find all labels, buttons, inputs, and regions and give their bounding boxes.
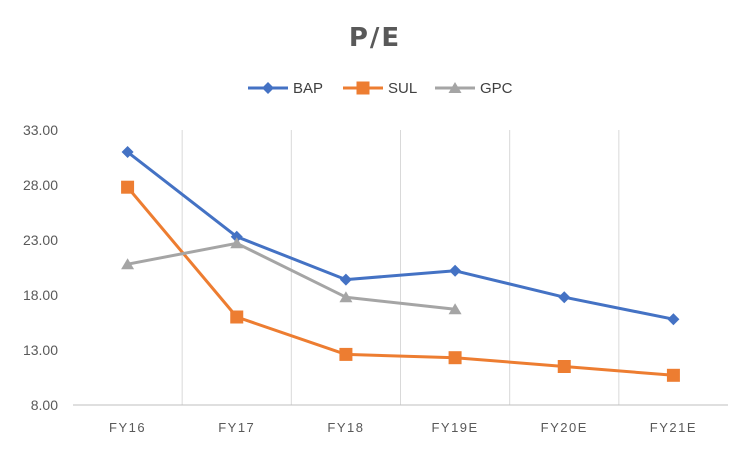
- series-line: [126, 186, 674, 377]
- gridlines: [181, 130, 620, 405]
- legend-label: GPC: [480, 80, 513, 97]
- data-point: [339, 273, 352, 286]
- data-point: [121, 180, 135, 194]
- x-tick-label: FY18: [327, 420, 364, 435]
- data-point: [230, 230, 243, 243]
- series-gpc: [121, 237, 462, 315]
- y-tick-label: 13.00: [23, 342, 58, 358]
- legend-marker: [262, 82, 274, 94]
- data-point: [666, 368, 680, 382]
- data-point: [448, 351, 462, 365]
- data-point: [667, 313, 680, 326]
- data-point: [558, 291, 571, 304]
- legend-item-sul: SUL: [343, 80, 417, 97]
- data-point: [230, 237, 244, 249]
- series-line: [126, 150, 674, 321]
- x-tick-label: FY16: [109, 420, 146, 435]
- x-tick-label: FY19E: [431, 420, 478, 435]
- y-tick-label: 18.00: [23, 287, 58, 303]
- data-point: [449, 264, 462, 277]
- data-point: [121, 146, 134, 158]
- x-tick-label: FY21E: [650, 420, 697, 435]
- x-tick-label: FY20E: [541, 420, 588, 435]
- data-point: [339, 291, 353, 303]
- y-tick-label: 33.00: [23, 122, 58, 138]
- y-tick-label: 23.00: [23, 232, 58, 248]
- data-point: [557, 360, 571, 373]
- legend: BAP SUL GPC: [248, 80, 513, 97]
- series-group: [121, 146, 680, 382]
- legend-item-gpc: GPC: [435, 80, 513, 97]
- legend-item-bap: BAP: [248, 80, 323, 97]
- x-tick-label: FY17: [218, 420, 255, 435]
- legend-marker: [356, 81, 370, 95]
- y-tick-label: 28.00: [23, 177, 58, 193]
- data-point: [121, 258, 135, 270]
- series-bap: [121, 146, 680, 326]
- data-point: [339, 347, 353, 361]
- legend-label: SUL: [388, 80, 417, 97]
- legend-label: BAP: [293, 80, 323, 97]
- y-axis: 8.00 13.00 18.00 23.00 28.00 33.00: [23, 122, 58, 413]
- legend-marker: [448, 82, 462, 93]
- series-sul: [121, 180, 680, 382]
- chart-title: P/E: [349, 23, 401, 53]
- data-point: [230, 310, 244, 324]
- y-tick-label: 8.00: [31, 397, 58, 413]
- series-line: [127, 241, 456, 311]
- data-point: [448, 303, 462, 315]
- x-axis: FY16 FY17 FY18 FY19E FY20E FY21E: [73, 404, 728, 435]
